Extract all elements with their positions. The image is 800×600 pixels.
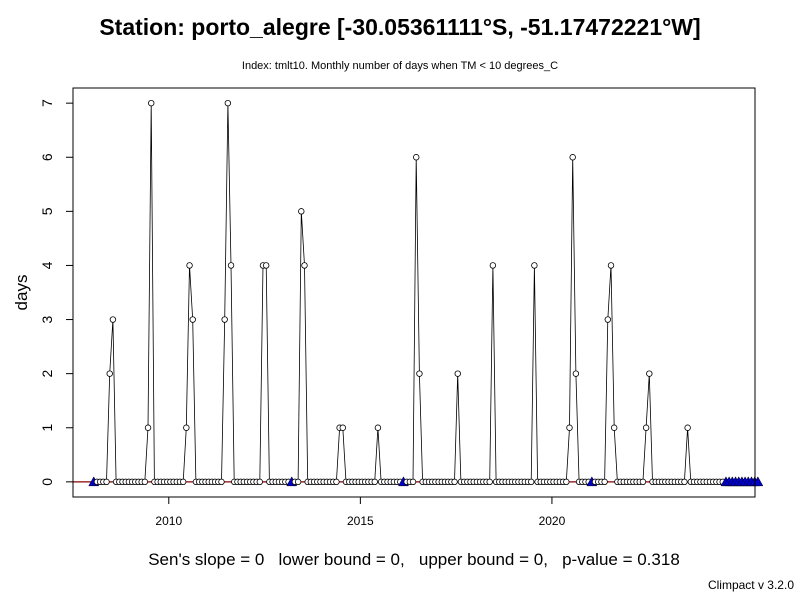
data-point	[106, 370, 113, 377]
data-point	[681, 478, 688, 486]
data-point	[189, 316, 196, 323]
data-point	[607, 262, 615, 269]
plot-area	[73, 99, 764, 487]
y-tick-label: 2	[39, 370, 55, 378]
data-point	[563, 478, 570, 486]
y-tick-label: 6	[39, 153, 55, 161]
data-point	[186, 262, 193, 269]
data-point	[144, 424, 152, 431]
data-point	[409, 478, 417, 486]
data-point	[572, 370, 580, 377]
data-point	[218, 478, 225, 486]
data-point	[339, 424, 346, 431]
chart-title: Station: porto_alegre [-30.05361111°S, -…	[99, 14, 701, 40]
data-point	[333, 478, 340, 486]
y-axis-label: days	[12, 275, 31, 311]
data-point	[451, 478, 458, 486]
data-point	[639, 478, 647, 486]
data-point	[454, 370, 461, 377]
data-point	[301, 262, 308, 269]
chart-subtitle: Index: tmlt10. Monthly number of days wh…	[241, 60, 559, 72]
data-point	[569, 154, 576, 161]
data-point	[413, 154, 420, 161]
x-tick-label: 2020	[539, 514, 566, 528]
x-tick-label: 2015	[347, 514, 374, 528]
series-line	[294, 211, 401, 483]
data-point	[183, 424, 190, 431]
data-point	[148, 99, 155, 107]
data-point	[416, 370, 423, 377]
series-line	[595, 265, 723, 483]
data-point	[371, 478, 378, 486]
y-tick-label: 5	[39, 207, 55, 215]
data-point	[604, 316, 612, 323]
data-point	[221, 316, 228, 323]
series-line	[96, 103, 289, 483]
data-point	[489, 262, 497, 269]
y-tick-label: 0	[39, 478, 55, 486]
plot-frame	[72, 87, 756, 498]
data-point	[298, 208, 305, 215]
trend-statistics: Sen's slope = 0 lower bound = 0, upper b…	[148, 550, 680, 569]
y-tick-label: 4	[39, 261, 55, 269]
y-tick-label: 1	[39, 424, 55, 432]
x-tick-label: 2010	[155, 514, 182, 528]
data-point	[610, 424, 618, 431]
data-point	[486, 478, 493, 486]
data-point	[224, 99, 232, 107]
data-point	[601, 478, 608, 486]
data-point	[141, 478, 149, 486]
data-point	[262, 262, 270, 269]
data-point	[227, 262, 235, 269]
y-tick-label: 7	[39, 99, 55, 107]
data-point	[646, 370, 653, 377]
data-point	[684, 424, 691, 431]
data-point	[374, 424, 382, 431]
data-point	[527, 478, 535, 486]
software-version: Climpact v 3.2.0	[707, 578, 794, 592]
series-line	[406, 157, 589, 483]
data-point	[256, 478, 263, 486]
data-point	[531, 262, 538, 269]
y-tick-label: 3	[39, 315, 55, 323]
data-point	[294, 478, 302, 486]
data-point	[642, 424, 650, 431]
data-point	[109, 316, 117, 323]
data-point	[566, 424, 573, 431]
axes: 0 1 2 3 4 5 6 7 2010 2015 2020 days	[12, 87, 756, 528]
data-point	[103, 478, 110, 486]
data-point	[179, 478, 187, 486]
